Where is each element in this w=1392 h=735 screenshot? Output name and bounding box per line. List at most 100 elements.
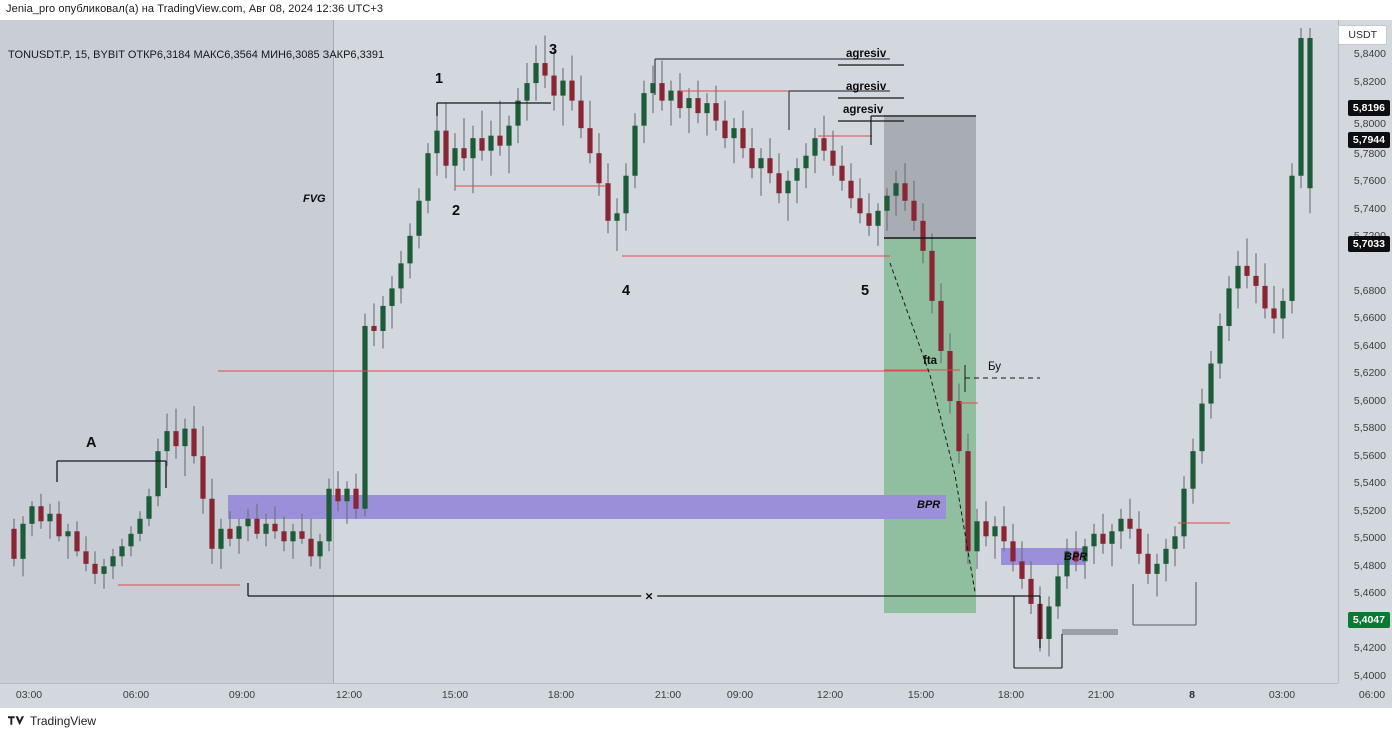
candle xyxy=(164,413,170,467)
time-tick: 12:00 xyxy=(816,689,844,701)
candle xyxy=(353,473,359,519)
currency-unit-badge[interactable]: USDT xyxy=(1338,25,1387,45)
candle xyxy=(1100,513,1106,554)
breakeven-label: Бу xyxy=(988,361,1002,373)
candle xyxy=(452,133,458,191)
price-level-badge: 5,7033 xyxy=(1347,236,1390,252)
candle xyxy=(605,163,611,234)
price-tick: 5,6400 xyxy=(1353,340,1386,352)
price-tick: 5,4200 xyxy=(1353,642,1386,654)
candle xyxy=(713,85,719,131)
candle xyxy=(992,516,998,559)
candle xyxy=(1154,553,1160,597)
time-tick: 09:00 xyxy=(726,689,754,701)
candle xyxy=(182,418,188,477)
candle xyxy=(1307,28,1313,214)
candle xyxy=(1199,388,1205,464)
fvg-label: FVG xyxy=(303,193,326,205)
candle xyxy=(1190,438,1196,504)
candle xyxy=(1118,508,1124,549)
chart-plot-area[interactable]: FVG A 1 2 3 4 5 agresiv agresiv agresiv … xyxy=(0,20,1338,683)
bpr-label-1: BPR xyxy=(917,499,941,511)
candle xyxy=(254,503,260,539)
candle xyxy=(326,478,332,552)
time-tick: 21:00 xyxy=(654,689,682,701)
price-tick: 5,5200 xyxy=(1353,505,1386,517)
time-tick: 09:00 xyxy=(228,689,256,701)
candle xyxy=(11,518,17,567)
price-tick: 5,7400 xyxy=(1353,203,1386,215)
candle xyxy=(596,133,602,196)
candle xyxy=(938,283,944,364)
candle xyxy=(443,103,449,179)
candle xyxy=(83,536,89,572)
candle xyxy=(668,80,674,126)
candle xyxy=(20,516,26,577)
candle xyxy=(1145,533,1151,584)
time-tick: 15:00 xyxy=(441,689,469,701)
candle xyxy=(263,513,269,547)
agresiv-label-2: agresiv xyxy=(846,81,887,93)
candle xyxy=(659,60,665,111)
candle xyxy=(65,523,71,559)
candle xyxy=(542,35,548,89)
agresiv-label-3: agresiv xyxy=(843,104,884,116)
candle xyxy=(758,148,764,196)
candle xyxy=(722,100,728,149)
candle xyxy=(524,63,530,121)
candle xyxy=(470,125,476,194)
time-tick: 18:00 xyxy=(547,689,575,701)
candle xyxy=(101,558,107,589)
chart-container[interactable]: FVG A 1 2 3 4 5 agresiv agresiv agresiv … xyxy=(0,20,1392,708)
candle xyxy=(434,113,440,176)
candle xyxy=(974,508,980,569)
candle xyxy=(767,138,773,184)
candle xyxy=(1064,538,1070,589)
price-tick: 5,8400 xyxy=(1353,48,1386,60)
candle xyxy=(533,45,539,101)
candle xyxy=(1253,253,1259,304)
candle xyxy=(299,513,305,544)
candle xyxy=(1262,263,1268,319)
candle xyxy=(812,128,818,174)
candle xyxy=(1172,526,1178,567)
label-4: 4 xyxy=(622,283,631,299)
candle xyxy=(425,143,431,214)
time-tick: 03:00 xyxy=(1268,689,1296,701)
candle xyxy=(965,433,971,564)
candle xyxy=(632,113,638,189)
candle xyxy=(236,518,242,554)
candle xyxy=(1244,238,1250,289)
candle xyxy=(704,93,710,136)
price-level-badge: 5,7944 xyxy=(1347,132,1390,148)
candle xyxy=(821,115,827,161)
tradingview-logo[interactable]: TradingView xyxy=(8,714,96,728)
candle xyxy=(677,73,683,119)
candle xyxy=(461,118,467,171)
candle xyxy=(110,548,116,579)
time-tick: 21:00 xyxy=(1087,689,1115,701)
candle xyxy=(335,471,341,512)
candle xyxy=(1181,476,1187,549)
candle xyxy=(200,426,206,514)
candle xyxy=(902,163,908,211)
candle xyxy=(1217,313,1223,379)
price-tick: 5,7600 xyxy=(1353,175,1386,187)
candle xyxy=(398,250,404,304)
candle xyxy=(155,438,161,507)
symbol-legend[interactable]: TONUSDT.P, 15, BYBIT ОТКР6,3184 МАКС6,35… xyxy=(8,49,385,61)
candle xyxy=(551,50,557,111)
price-scale[interactable]: USDT 5,8400 5,8200 5,8000 5,7800 5,7600 5,740… xyxy=(1338,20,1392,735)
candle xyxy=(857,178,863,224)
candle xyxy=(1055,563,1061,619)
candle xyxy=(191,406,197,464)
time-tick: 18:00 xyxy=(997,689,1025,701)
label-A: A xyxy=(86,435,97,451)
candle xyxy=(218,518,224,569)
candle xyxy=(290,523,296,559)
left-shaded-region xyxy=(0,20,333,683)
time-scale[interactable]: 03:00 06:00 09:00 12:00 15:00 18:00 21:00 09:00… xyxy=(0,683,1392,708)
price-tick: 5,4000 xyxy=(1353,670,1386,682)
candle xyxy=(1019,541,1025,589)
label-3: 3 xyxy=(549,42,558,58)
